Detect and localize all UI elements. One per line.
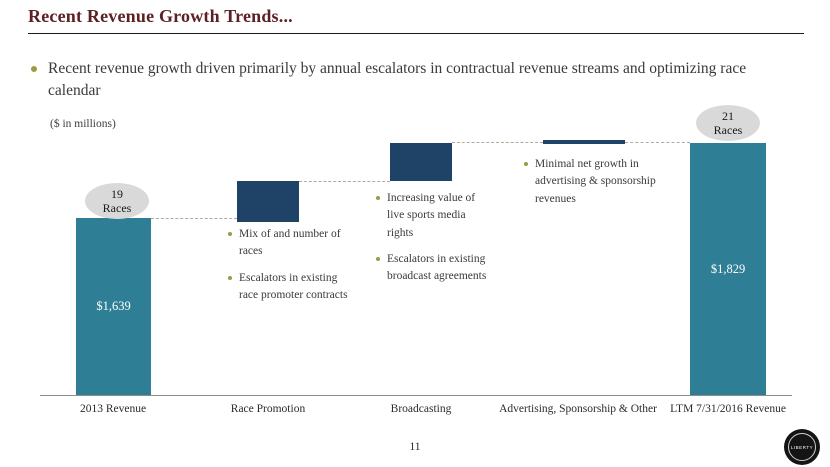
slide-title: Recent Revenue Growth Trends...: [28, 6, 293, 26]
bullet-icon: [228, 232, 232, 236]
units-label: ($ in millions): [50, 118, 116, 130]
x-axis-label-2013-revenue: 2013 Revenue: [79, 403, 147, 415]
notes-broadcasting: Increasing value of live sports media ri…: [376, 190, 488, 294]
waterfall-connector: [452, 142, 543, 143]
note-item: Minimal net growth in advertising & spon…: [524, 156, 666, 208]
note-item: Mix of and number of races: [228, 226, 350, 261]
bar-advertising-delta: [543, 140, 625, 144]
note-text: Escalators in existing broadcast agreeme…: [387, 252, 487, 282]
lead-bullet-text: Recent revenue growth driven primarily b…: [48, 60, 747, 100]
x-axis-line: [40, 395, 792, 396]
notes-race-promotion: Mix of and number of races Escalators in…: [228, 226, 350, 313]
races-badge-label: Races: [102, 201, 132, 215]
liberty-media-logo: LIBERTY: [784, 429, 820, 465]
races-badge-value: 21: [722, 108, 734, 123]
page-number: 11: [409, 441, 421, 453]
bar-value-label: $1,829: [710, 261, 746, 276]
waterfall-connector: [299, 181, 390, 182]
bar-value-label: $1,639: [96, 299, 131, 313]
races-badge-2013: 19 Races: [85, 183, 149, 219]
races-badge-label: Races: [713, 123, 743, 137]
title-underline: [28, 33, 804, 34]
notes-advertising: Minimal net growth in advertising & spon…: [524, 156, 666, 217]
note-text: Escalators in existing race promoter con…: [239, 271, 348, 301]
waterfall-connector: [151, 218, 237, 219]
bullet-icon: [228, 275, 232, 280]
bullet-icon: [524, 162, 528, 166]
note-text: Minimal net growth in advertising & spon…: [535, 158, 656, 205]
note-item: Escalators in existing broadcast agreeme…: [376, 251, 488, 286]
bar-2013-revenue: $1,639: [76, 218, 151, 395]
races-badge-ltm: 21 Races: [696, 105, 760, 141]
bar-ltm-revenue: $1,829: [690, 143, 766, 395]
note-text: Mix of and number of races: [239, 228, 341, 258]
bar-broadcasting-delta: [390, 143, 452, 181]
liberty-media-logo-text: LIBERTY: [788, 433, 816, 461]
x-axis-label-broadcasting: Broadcasting: [390, 403, 452, 415]
bullet-icon: [376, 196, 380, 200]
waterfall-connector: [625, 142, 690, 143]
note-item: Escalators in existing race promoter con…: [228, 270, 350, 305]
x-axis-label-race-promotion: Race Promotion: [230, 403, 306, 415]
note-item: Increasing value of live sports media ri…: [376, 190, 488, 242]
bar-race-promotion-delta: [237, 181, 299, 222]
races-badge-value: 19: [111, 186, 123, 201]
bullet-icon: [31, 66, 37, 72]
bullet-icon: [376, 256, 380, 261]
note-text: Increasing value of live sports media ri…: [387, 192, 476, 239]
x-axis-label-ltm-revenue: LTM 7/31/2016 Revenue: [670, 403, 786, 415]
x-axis-label-advertising: Advertising, Sponsorship & Other: [499, 403, 657, 415]
